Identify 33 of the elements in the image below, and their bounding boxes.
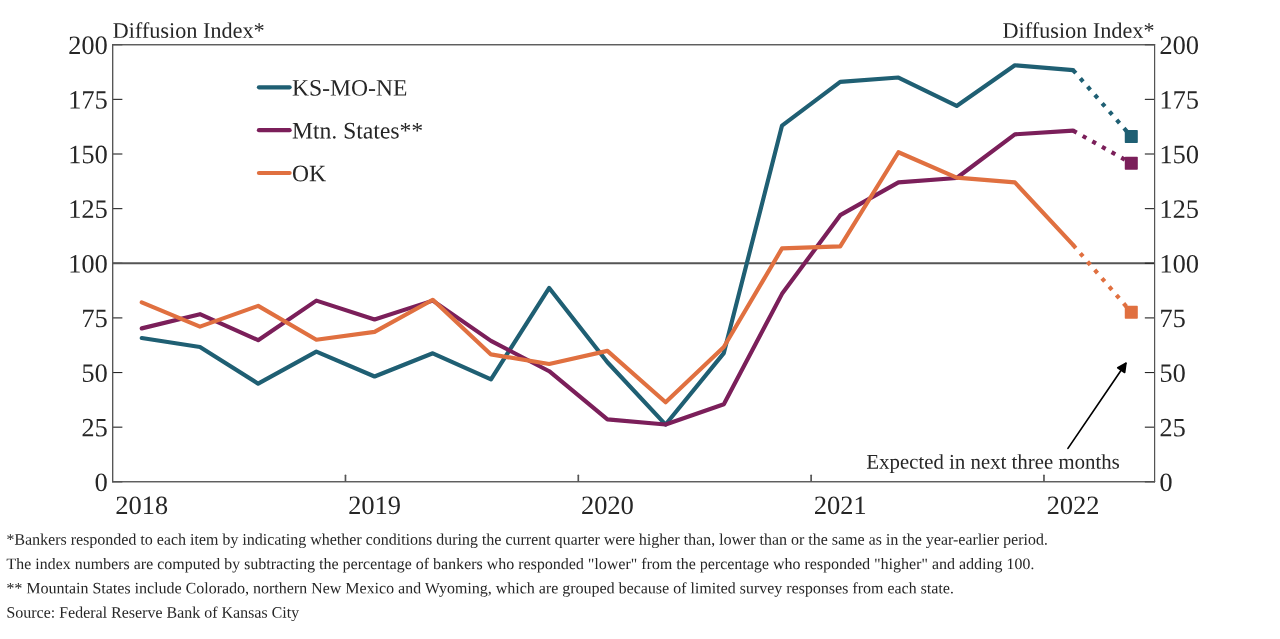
- y2-tick-label: 25: [1160, 418, 1185, 437]
- source-note: Source: Federal Reserve Bank of Kansas City: [7, 606, 300, 622]
- x-tick-label: 2020: [582, 496, 633, 515]
- y-tick-label: 100: [70, 254, 107, 273]
- legend-label: OK: [292, 165, 326, 182]
- y2-tick-label: 175: [1161, 91, 1198, 109]
- y-tick-label: 125: [70, 200, 107, 219]
- y2-tick-label: 125: [1161, 200, 1198, 219]
- x-tick-label: 2022: [1047, 496, 1098, 515]
- x-tick-label: 2021: [815, 496, 866, 515]
- y-tick-label: 50: [82, 364, 107, 382]
- y2-tick-label: 200: [1160, 36, 1198, 55]
- y2-tick-label: 0: [1160, 473, 1172, 492]
- y-tick-label: 0: [95, 473, 107, 492]
- text: ** Mountain States include Colorado, northern New Mexico and Wyoming, which are grouped because of limited survey responses from each state.: [7, 582, 953, 597]
- y2-axis-title: Diffusion Index*: [1003, 22, 1154, 39]
- x-tick-label: 2018: [116, 496, 168, 515]
- text: The index numbers are computed by subtracting the percentage of bankers who responded "lower" from the percentage who responded "higher" and adding 100.: [6, 557, 1034, 573]
- y2-tick-label: 50: [1160, 364, 1185, 382]
- y-tick-label: 200: [69, 36, 107, 55]
- y-tick-label: 175: [70, 91, 107, 109]
- legend-label: Mtn. States**: [292, 122, 423, 139]
- y-tick-label: 75: [83, 309, 107, 328]
- y-tick-label: 150: [70, 145, 107, 164]
- y2-tick-label: 75: [1161, 309, 1185, 328]
- y2-tick-label: 100: [1161, 254, 1198, 273]
- y-axis-title: Diffusion Index*: [113, 22, 264, 39]
- x-tick-label: 2019: [349, 496, 400, 515]
- annotation: Expected in next three months: [866, 454, 1120, 474]
- y2-tick-label: 150: [1161, 145, 1198, 164]
- text: *Bankers responded to each item by indicating whether conditions during the current quarter were higher than, lower than or the same as in the year-earlier period.: [7, 533, 1047, 549]
- y-tick-label: 25: [82, 418, 107, 437]
- legend-label: KS-MO-NE: [292, 79, 407, 96]
